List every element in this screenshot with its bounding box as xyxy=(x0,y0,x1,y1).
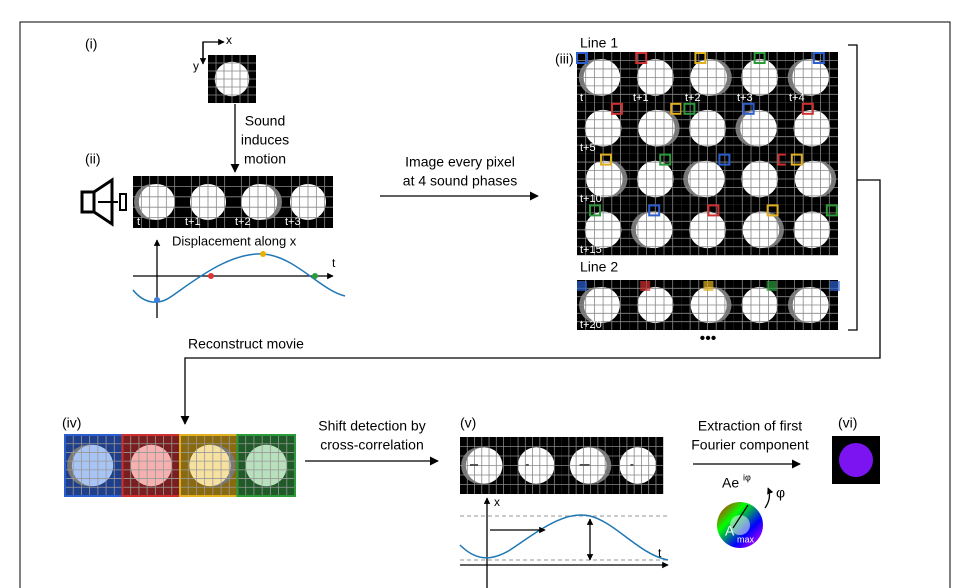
phase-marker xyxy=(753,52,766,64)
object xyxy=(130,444,172,487)
shapes xyxy=(64,52,840,497)
phase-marker xyxy=(659,153,672,166)
bracket xyxy=(848,44,858,331)
axis-label: x xyxy=(226,33,232,47)
axis-label: t xyxy=(332,256,336,270)
frame-label: t+1 xyxy=(185,216,201,228)
frame-label: t+3 xyxy=(285,216,301,228)
phase-marker xyxy=(707,204,720,217)
phase-marker xyxy=(577,281,587,291)
phase-arrow xyxy=(764,487,774,509)
axis-label: y xyxy=(193,59,199,73)
phase-marker xyxy=(683,102,696,115)
frame-label: t+4 xyxy=(789,92,805,104)
formula-a: A xyxy=(725,523,735,539)
arrow xyxy=(180,179,881,425)
dot xyxy=(208,273,214,279)
panel-label: (vi) xyxy=(838,415,857,431)
step-text: cross-correlation xyxy=(320,437,423,453)
result-circle xyxy=(839,443,873,477)
frame-label: t+10 xyxy=(580,193,602,205)
frame-label: t+2 xyxy=(685,92,701,104)
frame-label: t+2 xyxy=(235,216,251,228)
formula-phi: φ xyxy=(776,485,785,501)
line-title: Line 2 xyxy=(580,259,618,275)
axis-label: x xyxy=(494,495,500,509)
step-text: at 4 sound phases xyxy=(403,173,517,189)
step-text: Extraction of first xyxy=(698,418,802,434)
phase-marker xyxy=(742,102,755,115)
phase-marker xyxy=(766,204,779,217)
phase-marker xyxy=(640,281,651,291)
phase-marker xyxy=(718,153,731,166)
amplitude-line xyxy=(732,504,749,529)
frame-label: t xyxy=(580,92,583,104)
panel-label: (iii) xyxy=(555,51,574,67)
phase-marker xyxy=(648,204,661,217)
object xyxy=(241,184,278,220)
frame-label: t+1 xyxy=(633,92,649,104)
step-text: motion xyxy=(244,151,286,167)
panel-label: (ii) xyxy=(85,151,101,167)
step-text: Shift detection by xyxy=(318,418,425,434)
panel-label: (i) xyxy=(85,36,97,52)
frame-label: t+3 xyxy=(737,92,753,104)
frame-label: t+15 xyxy=(580,244,602,256)
phase-marker xyxy=(611,102,623,115)
phase-marker xyxy=(703,281,714,291)
step-text: Reconstruct movie xyxy=(188,336,304,352)
phase-marker xyxy=(694,52,707,64)
phase-marker xyxy=(670,102,683,115)
phase-marker xyxy=(589,204,601,217)
phase-marker xyxy=(812,52,825,64)
step-text: induces xyxy=(241,132,289,148)
ellipsis: ••• xyxy=(700,330,717,347)
tile-border xyxy=(236,434,296,497)
line-title: Line 1 xyxy=(580,35,618,51)
dot xyxy=(312,273,318,279)
panel-label: (v) xyxy=(460,415,476,431)
frame-label: t xyxy=(137,216,140,228)
formula-exponent: iφ xyxy=(743,472,751,482)
object xyxy=(189,444,231,487)
phase-marker xyxy=(825,204,838,217)
frame-label: t+20 xyxy=(580,319,602,331)
axis-label: t xyxy=(658,546,662,560)
speaker-icon xyxy=(80,177,127,227)
phase-marker xyxy=(600,153,612,166)
dot xyxy=(154,297,160,303)
frame-border xyxy=(19,21,951,588)
step-text: Sound xyxy=(245,113,285,129)
step-text: Image every pixel xyxy=(405,154,515,170)
formula-sub: max xyxy=(737,534,755,544)
dot xyxy=(260,251,266,257)
object xyxy=(71,444,114,487)
sine xyxy=(459,514,669,561)
phase-marker xyxy=(635,52,648,64)
formula: Ae xyxy=(722,475,739,491)
phase-marker xyxy=(829,281,840,291)
phase-marker xyxy=(790,153,803,166)
step-text: Fourier component xyxy=(691,437,809,453)
panel-label: (iv) xyxy=(62,415,81,431)
phase-marker xyxy=(576,52,588,64)
color-wheel-center xyxy=(730,515,750,535)
phase-marker xyxy=(766,281,777,291)
object xyxy=(245,444,287,487)
frame-label: t+5 xyxy=(580,142,596,154)
plot-label: Displacement along x xyxy=(172,233,297,248)
object xyxy=(138,184,175,220)
phase-marker xyxy=(801,102,814,115)
